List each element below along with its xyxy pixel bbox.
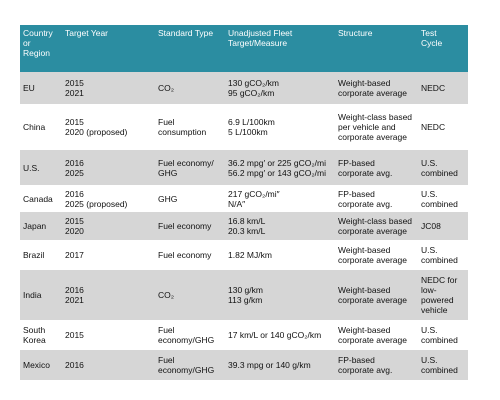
table-cell: Weight-class based per vehicle and corpo…: [335, 104, 418, 150]
table-row: U.S. 2016 2025 Fuel economy/ GHG 36.2 mpg′ …: [20, 150, 468, 185]
table-cell: Weight-based corporate average: [335, 72, 418, 104]
table-cell: U.S. combined: [418, 350, 468, 380]
table-cell: 2015 2021: [62, 72, 155, 104]
table-cell: India: [20, 270, 62, 320]
table-cell: FP-based corporate avg.: [335, 150, 418, 185]
table-cell: Fuel economy: [155, 240, 225, 270]
table-cell: Weight-class based corporate average: [335, 212, 418, 240]
standards-table: Country or Region Target Year Standard Typ…: [20, 25, 468, 380]
table-cell: 36.2 mpg′ or 225 gCO₂/mi 56.2 mpg′ or 14…: [225, 150, 335, 185]
table-cell: 130 g/km 113 g/km: [225, 270, 335, 320]
header-cell: Test Cycle: [418, 25, 468, 72]
header-cell: Standard Type: [155, 25, 225, 72]
table-cell: Weight-based corporate average: [335, 240, 418, 270]
table-row: India 2016 2021 CO₂ 130 g/km 113 g/km Weight…: [20, 270, 468, 320]
table-cell: 39.3 mpg or 140 g/km: [225, 350, 335, 380]
header-row: Country or Region Target Year Standard Typ…: [20, 25, 468, 72]
table-cell: 217 gCO₂/mi″ N/A″: [225, 185, 335, 212]
table-cell: 2015 2020: [62, 212, 155, 240]
table-cell: FP-based corporate avg.: [335, 350, 418, 380]
table-row: South Korea 2015 Fuel economy/GHG 17 km/L o…: [20, 320, 468, 350]
table-row: China 2015 2020 (proposed) Fuel consumptio…: [20, 104, 468, 150]
table-cell: 2016 2021: [62, 270, 155, 320]
table-cell: JC08: [418, 212, 468, 240]
table-cell: U.S. combined: [418, 240, 468, 270]
table-row: Brazil 2017 Fuel economy 1.82 MJ/km Weight-b…: [20, 240, 468, 270]
table-body: EU 2015 2021 CO₂ 130 gCO₂/km 95 gCO₂/km Weig…: [20, 72, 468, 380]
table-cell: Fuel economy/GHG: [155, 320, 225, 350]
table-cell: South Korea: [20, 320, 62, 350]
table-cell: U.S.: [20, 150, 62, 185]
table-row: EU 2015 2021 CO₂ 130 gCO₂/km 95 gCO₂/km Weig…: [20, 72, 468, 104]
table-cell: GHG: [155, 185, 225, 212]
table-row: Japan 2015 2020 Fuel economy 16.8 km/L 20.3…: [20, 212, 468, 240]
table-cell: 6.9 L/100km 5 L/100km: [225, 104, 335, 150]
table-cell: U.S. combined: [418, 185, 468, 212]
table-container: Country or Region Target Year Standard Typ…: [20, 25, 468, 380]
table-row: Mexico 2016 Fuel economy/GHG 39.3 mpg or 14…: [20, 350, 468, 380]
table-cell: 2015 2020 (proposed): [62, 104, 155, 150]
header-cell: Unadjusted Fleet Target/Measure: [225, 25, 335, 72]
header-cell: Structure: [335, 25, 418, 72]
table-cell: 16.8 km/L 20.3 km/L: [225, 212, 335, 240]
header-cell: Country or Region: [20, 25, 62, 72]
header-cell: Target Year: [62, 25, 155, 72]
table-cell: Fuel economy/GHG: [155, 350, 225, 380]
table-cell: 17 km/L or 140 gCO₂/km: [225, 320, 335, 350]
table-cell: China: [20, 104, 62, 150]
table-cell: 1.82 MJ/km: [225, 240, 335, 270]
table-cell: 2017: [62, 240, 155, 270]
table-cell: CO₂: [155, 270, 225, 320]
table-cell: 2016: [62, 350, 155, 380]
table-row: Canada 2016 2025 (proposed) GHG 217 gCO₂/mi…: [20, 185, 468, 212]
table-cell: 2016 2025 (proposed): [62, 185, 155, 212]
table-cell: U.S. combined: [418, 150, 468, 185]
table-cell: FP-based corporate avg.: [335, 185, 418, 212]
table-cell: 130 gCO₂/km 95 gCO₂/km: [225, 72, 335, 104]
table-cell: Fuel economy: [155, 212, 225, 240]
table-cell: Canada: [20, 185, 62, 212]
table-cell: 2015: [62, 320, 155, 350]
table-cell: Japan: [20, 212, 62, 240]
table-cell: Weight-based corporate average: [335, 270, 418, 320]
table-cell: Brazil: [20, 240, 62, 270]
table-cell: U.S. combined: [418, 320, 468, 350]
table-cell: CO₂: [155, 72, 225, 104]
table-cell: NEDC for low- powered vehicle: [418, 270, 468, 320]
table-cell: Fuel consumption: [155, 104, 225, 150]
table-cell: 2016 2025: [62, 150, 155, 185]
table-cell: Mexico: [20, 350, 62, 380]
table-cell: Weight-based corporate average: [335, 320, 418, 350]
table-cell: Fuel economy/ GHG: [155, 150, 225, 185]
table-cell: EU: [20, 72, 62, 104]
table-cell: NEDC: [418, 72, 468, 104]
table-cell: NEDC: [418, 104, 468, 150]
